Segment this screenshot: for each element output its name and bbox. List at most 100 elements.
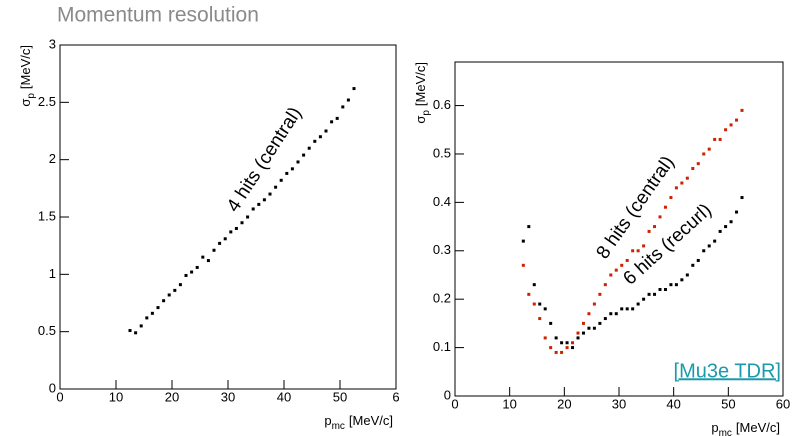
data-point (554, 336, 558, 340)
data-point (620, 307, 624, 311)
y-tick-label: 0 (444, 387, 451, 402)
data-point (740, 108, 744, 112)
data-point (702, 152, 706, 156)
data-point (614, 268, 618, 272)
y-label-symbol: σ (18, 99, 33, 107)
y-axis-label: σp [MeV/c] (18, 45, 36, 107)
x-tick-label: 0 (56, 389, 63, 404)
data-point (663, 205, 667, 209)
data-point (609, 312, 613, 316)
data-point (330, 120, 334, 124)
x-label-symbol: p (324, 413, 331, 428)
data-point (324, 129, 328, 133)
data-point (184, 273, 188, 277)
data-point (543, 336, 547, 340)
data-point (173, 288, 177, 292)
data-point (696, 258, 700, 262)
y-tick-label: 2.5 (38, 94, 56, 109)
data-point (128, 329, 132, 333)
data-point (658, 215, 662, 219)
data-point (195, 265, 199, 269)
data-point (167, 293, 171, 297)
data-point (201, 255, 205, 259)
slide-title: Momentum resolution (57, 4, 259, 27)
x-label-subscript: mc (332, 421, 345, 432)
data-point (603, 283, 607, 287)
data-point (718, 229, 722, 233)
x-label-subscript: mc (719, 428, 732, 436)
data-point (246, 215, 250, 219)
data-point (218, 241, 222, 245)
data-point (729, 220, 733, 224)
y-tick-label: 2 (49, 151, 56, 166)
data-point (642, 244, 646, 248)
x-tick-label: 10 (502, 396, 516, 411)
data-point (724, 225, 728, 229)
y-tick-label: 0.5 (433, 145, 451, 160)
x-tick-label: 0 (451, 396, 458, 411)
data-point (702, 249, 706, 253)
data-point (234, 226, 238, 230)
data-point (647, 292, 651, 296)
data-point (587, 312, 591, 316)
data-point (647, 229, 651, 233)
data-point (262, 198, 266, 202)
data-point (735, 210, 739, 214)
data-point (571, 346, 575, 350)
x-tick-label: 30 (221, 389, 235, 404)
data-point (565, 346, 569, 350)
source-link[interactable]: [Mu3e TDR] (674, 360, 781, 382)
data-point (527, 225, 531, 229)
data-point (685, 176, 689, 180)
data-point (609, 273, 613, 277)
data-point (691, 166, 695, 170)
x-tick-label: 40 (666, 396, 680, 411)
data-point (206, 259, 210, 263)
data-point (251, 207, 255, 211)
data-point (680, 181, 684, 185)
data-point (625, 258, 629, 262)
y-tick-label: 0.2 (433, 291, 451, 306)
data-point (587, 326, 591, 330)
data-point (571, 341, 575, 345)
y-tick-label: 0.4 (433, 194, 451, 209)
data-point (680, 278, 684, 282)
data-point (581, 321, 585, 325)
data-point (156, 306, 160, 310)
data-point (335, 116, 339, 120)
data-point (691, 263, 695, 267)
data-point (631, 307, 635, 311)
data-point (696, 162, 700, 166)
data-point (318, 135, 322, 139)
data-point (636, 302, 640, 306)
data-point (212, 248, 216, 252)
data-point (576, 331, 580, 335)
x-tick-label: 50 (333, 389, 347, 404)
y-tick-label: 0 (49, 380, 56, 395)
data-point (296, 160, 300, 164)
data-point (538, 317, 542, 321)
x-tick-label: 30 (612, 396, 626, 411)
x-tick-label: 10 (109, 389, 123, 404)
y-tick-label: 0.1 (433, 339, 451, 354)
data-point (581, 331, 585, 335)
data-point (521, 263, 525, 267)
y-label-symbol: σ (413, 116, 428, 124)
data-point (290, 167, 294, 171)
data-point (549, 346, 553, 350)
x-tick-label: 6 (392, 389, 399, 404)
data-point (307, 146, 311, 150)
y-tick-label: 1 (49, 266, 56, 281)
data-point (341, 105, 345, 109)
data-point (532, 302, 536, 306)
data-point (669, 283, 673, 287)
data-point (240, 221, 244, 225)
y-tick-label: 0.6 (433, 97, 451, 112)
data-point (598, 321, 602, 325)
data-point (285, 171, 289, 175)
data-point (560, 341, 564, 345)
data-point (190, 270, 194, 274)
data-point (527, 292, 531, 296)
